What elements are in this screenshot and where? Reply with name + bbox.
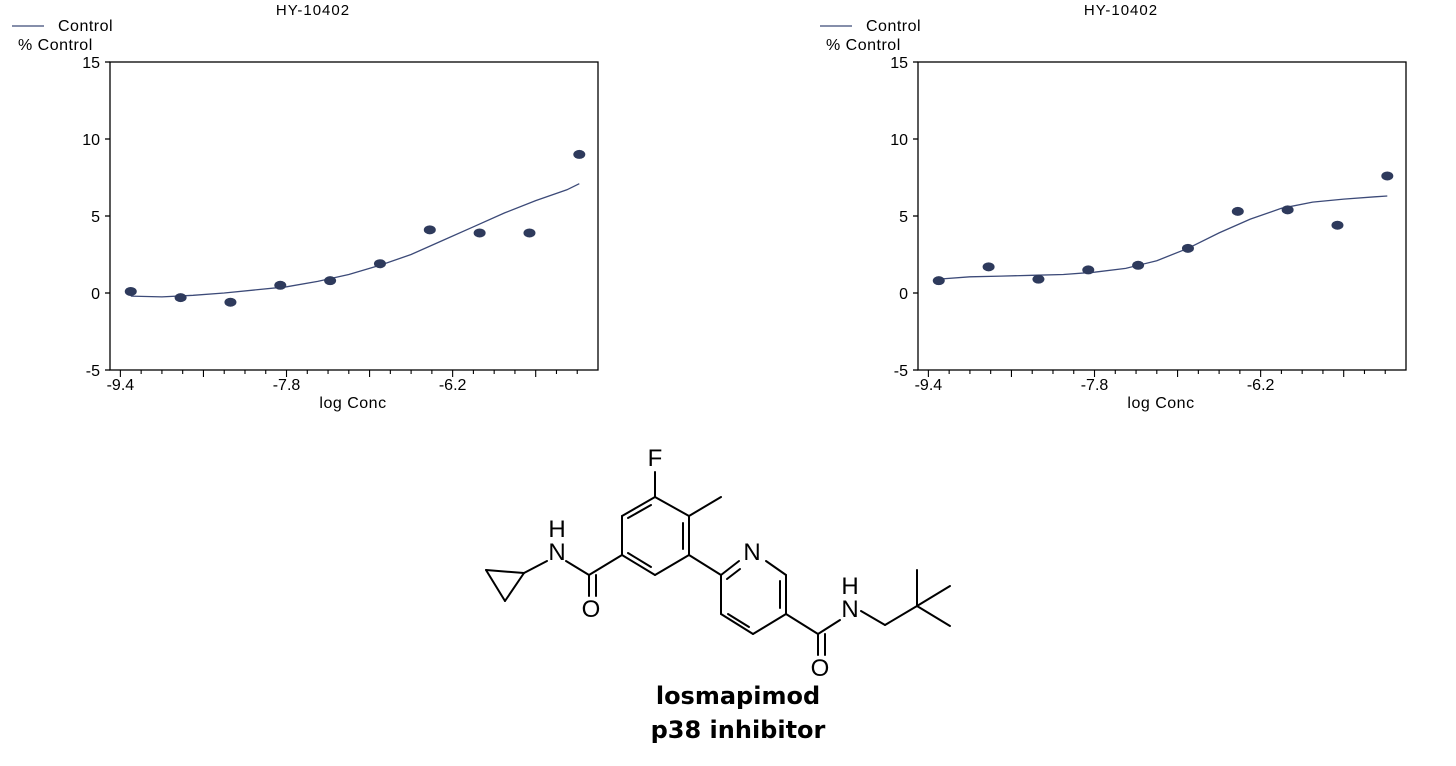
data-point — [1181, 243, 1194, 253]
atom-o-left: O — [582, 596, 601, 623]
data-point — [523, 228, 536, 238]
data-point — [473, 228, 486, 238]
data-point — [1381, 171, 1394, 181]
data-point — [1032, 274, 1045, 284]
bond — [860, 610, 886, 626]
data-point — [174, 293, 187, 303]
legend-control-label: Control — [866, 18, 921, 35]
data-point — [224, 297, 237, 307]
x-axis-label: log Conc — [319, 395, 386, 412]
plot-frame — [109, 61, 599, 371]
legend-percent-control-label: % Control — [826, 37, 901, 54]
y-tick-label: -5 — [86, 363, 100, 380]
data-point — [423, 225, 436, 235]
y-tick-label: 15 — [890, 55, 908, 72]
data-point — [1281, 205, 1294, 215]
x-tick-label: -7.8 — [273, 377, 301, 394]
legend-control-label: Control — [58, 18, 113, 35]
atom-h-right: H — [841, 573, 858, 600]
losmapimod-structure: F H N O N H N O — [485, 445, 951, 680]
bond — [621, 496, 656, 517]
dose-response-charts: HY-10402 Control % Control -5 0 5 10 15 -9.4 -7.8… — [12, 2, 1407, 412]
bond — [504, 572, 525, 602]
x-tick-label: -6.2 — [1247, 377, 1275, 394]
bond — [654, 554, 690, 576]
bond — [785, 613, 819, 635]
atom-n-right: N — [841, 596, 858, 623]
plot-frame — [917, 61, 1407, 371]
x-tick-label: -9.4 — [915, 377, 943, 394]
bond — [916, 585, 951, 607]
bond — [621, 554, 656, 576]
data-point — [1132, 260, 1145, 270]
chart-title: HY-10402 — [276, 2, 350, 19]
bond — [727, 613, 750, 628]
data-point — [1331, 220, 1344, 230]
fit-curve — [938, 195, 1388, 280]
data-point — [1231, 206, 1244, 216]
bond — [726, 568, 741, 580]
bond — [752, 613, 787, 635]
y-tick-label: 5 — [91, 209, 100, 226]
x-tick-label: -9.4 — [107, 377, 135, 394]
y-tick-label: 5 — [899, 209, 908, 226]
bond — [523, 560, 548, 574]
atom-n-left: N — [548, 539, 565, 566]
data-point — [932, 276, 945, 286]
compound-class: p38 inhibitor — [650, 716, 826, 744]
data-point — [124, 286, 137, 296]
y-tick-label: 10 — [82, 132, 100, 149]
chart-2: HY-10402 Control % Control -5 0 5 10 15 -9.4 -7.8… — [820, 2, 1407, 412]
bond — [720, 613, 754, 635]
bond — [688, 496, 722, 517]
data-point — [573, 149, 586, 159]
bond — [817, 619, 841, 635]
bond — [884, 605, 918, 626]
data-point — [324, 276, 337, 286]
y-tick-label: -5 — [894, 363, 908, 380]
chart-title: HY-10402 — [1084, 2, 1158, 19]
y-tick-label: 0 — [91, 286, 100, 303]
bond — [627, 552, 652, 568]
fit-curve — [130, 183, 580, 298]
atom-n-pyridine: N — [743, 539, 760, 566]
bond — [688, 554, 722, 576]
x-tick-label: -6.2 — [439, 377, 467, 394]
data-point — [1082, 265, 1095, 275]
chart-1: HY-10402 Control % Control -5 0 5 10 15 -9.4 -7.8… — [12, 2, 599, 412]
data-point — [373, 259, 386, 269]
data-point — [274, 280, 287, 290]
atom-o-right: O — [811, 655, 830, 680]
bond — [720, 560, 740, 576]
bond — [485, 569, 525, 574]
bond — [485, 569, 506, 602]
bond — [654, 496, 690, 517]
atom-f: F — [648, 445, 663, 472]
bond — [565, 560, 590, 576]
legend-percent-control-label: % Control — [18, 37, 93, 54]
bond — [765, 560, 787, 576]
bond — [588, 554, 623, 576]
bond — [916, 605, 951, 627]
y-tick-label: 15 — [82, 55, 100, 72]
y-tick-label: 10 — [890, 132, 908, 149]
x-tick-label: -7.8 — [1081, 377, 1109, 394]
x-axis-label: log Conc — [1127, 395, 1194, 412]
compound-name: losmapimod — [655, 682, 821, 710]
bond — [627, 504, 652, 519]
data-point — [982, 262, 995, 272]
atom-h-left: H — [548, 516, 565, 543]
y-tick-label: 0 — [899, 286, 908, 303]
